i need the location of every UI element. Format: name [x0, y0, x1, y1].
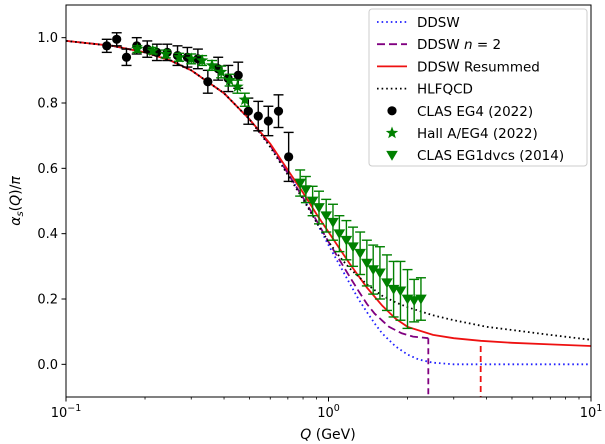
data-point: [313, 203, 325, 214]
y-tick-label: 0.0: [37, 358, 58, 373]
data-point: [284, 152, 294, 162]
y-axis-label: αs(Q)/π: [8, 176, 26, 226]
data-point: [394, 286, 407, 297]
data-point: [159, 47, 172, 60]
data-point: [253, 111, 263, 121]
data-point: [112, 34, 122, 44]
data-point: [195, 54, 209, 66]
legend-label: CLAS EG4 (2022): [417, 104, 533, 120]
data-point: [131, 42, 144, 55]
y-axis: 0.0 0.2 0.4 0.6 0.8 1.0: [37, 31, 66, 373]
data-point: [231, 80, 244, 92]
y-tick-label: 1.0: [37, 31, 58, 46]
data-point: [273, 106, 284, 116]
data-point: [121, 52, 132, 62]
data-point: [320, 211, 332, 222]
series-ddsw: [66, 40, 591, 366]
data-point: [367, 265, 379, 276]
data-point: [374, 268, 386, 279]
legend-frame: [368, 8, 588, 167]
legend-marker: [385, 126, 399, 139]
x-axis-label: Q (GeV): [300, 427, 355, 443]
x-tick-label: 100: [317, 403, 340, 421]
legend-label: CLAS EG1dvcs (2014): [417, 148, 564, 164]
data-point: [205, 58, 219, 71]
series-hall-a-eg4-2022-: [131, 42, 251, 107]
legend-label: HLFQCD: [417, 82, 473, 98]
data-point: [361, 258, 373, 269]
data-point: [203, 77, 213, 87]
data-point: [306, 196, 319, 207]
data-point: [263, 116, 273, 126]
data-point: [354, 248, 366, 259]
data-point: [415, 294, 427, 305]
series-line: [66, 40, 591, 341]
data-point: [408, 296, 420, 307]
legend-label: DDSW n = 2: [417, 37, 501, 53]
series-clas-eg1dvcs-2014-: [294, 169, 427, 330]
x-axis: 10−1 100 101: [51, 397, 603, 421]
data-point: [340, 235, 353, 246]
data-point: [347, 242, 359, 253]
plot-area: [66, 32, 591, 397]
y-tick-label: 0.8: [37, 97, 58, 112]
y-tick-label: 0.2: [37, 293, 58, 308]
data-point: [381, 278, 393, 289]
data-point: [327, 217, 339, 228]
legend-label: DDSW Resummed: [417, 59, 540, 75]
y-tick-label: 0.4: [37, 227, 58, 242]
data-point: [173, 50, 186, 63]
series-hlfqcd: [66, 40, 591, 341]
data-point: [238, 93, 251, 105]
data-point: [215, 65, 228, 78]
data-point: [146, 44, 159, 56]
data-point: [233, 70, 243, 80]
x-tick-label: 101: [580, 403, 603, 421]
x-tick-label: 10−1: [51, 403, 82, 421]
legend-label: DDSW: [417, 15, 460, 31]
data-point: [223, 73, 236, 86]
data-point: [300, 185, 312, 196]
data-point: [185, 52, 198, 65]
legend: DDSW DDSW n = 2 DDSW Resummed HLFQCD CLAS EG…: [368, 8, 588, 167]
data-point: [102, 41, 112, 51]
series-line: [66, 40, 591, 366]
legend-label: Hall A/EG4 (2022): [417, 126, 538, 142]
y-tick-label: 0.6: [37, 162, 58, 177]
data-point: [243, 106, 253, 116]
legend-marker: [387, 106, 397, 116]
legend-marker: [386, 150, 398, 161]
data-point: [333, 229, 346, 240]
data-point: [294, 178, 306, 189]
